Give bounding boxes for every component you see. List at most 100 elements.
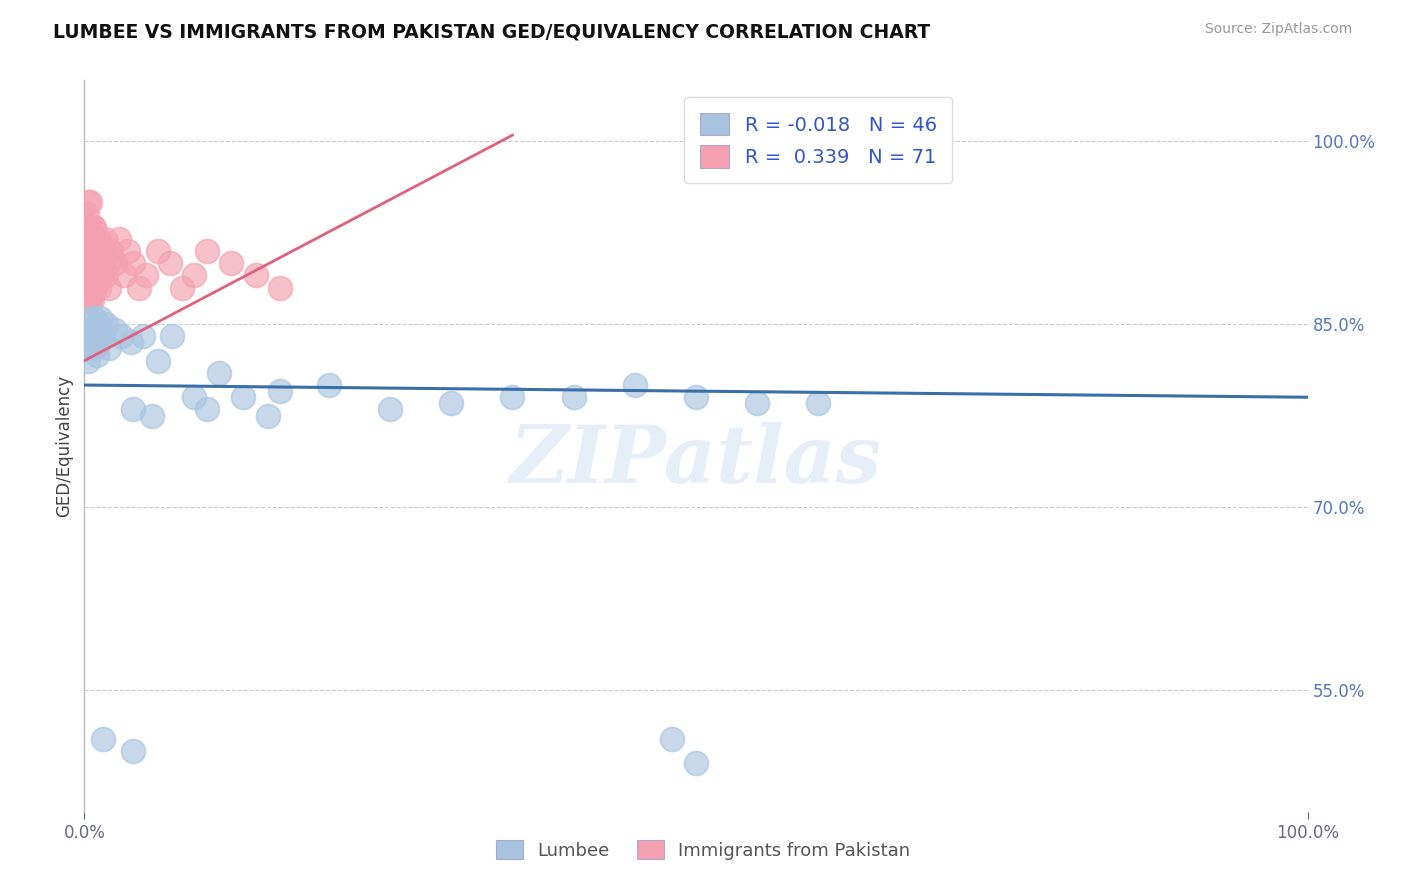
Point [117,244,139,258]
Text: Source: ZipAtlas.com: Source: ZipAtlas.com [1205,22,1353,37]
Point [112,268,135,283]
Point [77,232,100,246]
Point [76,244,98,258]
Point [624,378,647,392]
Point [162,329,184,343]
Text: LUMBEE VS IMMIGRANTS FROM PAKISTAN GED/EQUIVALENCY CORRELATION CHART: LUMBEE VS IMMIGRANTS FROM PAKISTAN GED/E… [53,22,931,41]
Point [122,256,145,270]
Point [84,323,107,337]
Point [82,219,104,234]
Point [208,366,231,380]
Point [75,256,97,270]
Point [122,402,145,417]
Point [146,353,169,368]
Point [91,329,114,343]
Point [141,409,163,423]
Point [86,329,108,343]
Point [87,317,110,331]
Point [82,244,104,258]
Point [80,293,103,307]
Point [97,280,120,294]
Point [120,335,142,350]
Point [84,280,107,294]
Text: ZIPatlas: ZIPatlas [510,422,882,500]
Point [82,323,104,337]
Point [80,335,103,350]
Point [380,402,402,417]
Point [80,268,103,283]
Point [76,280,98,294]
Point [86,256,108,270]
Point [685,756,707,770]
Point [77,268,100,283]
Point [77,353,100,368]
Point [747,396,769,410]
Point [183,390,205,404]
Point [104,256,127,270]
Point [79,329,101,343]
Point [245,268,267,283]
Point [195,402,218,417]
Point [76,207,98,221]
Point [87,244,110,258]
Point [91,256,114,270]
Point [82,256,104,270]
Point [75,293,97,307]
Point [84,232,107,246]
Point [318,378,340,392]
Point [82,342,104,356]
Point [90,268,112,283]
Point [84,256,107,270]
Point [100,244,122,258]
Point [86,232,108,246]
Point [257,409,280,423]
Point [75,232,97,246]
Point [128,280,150,294]
Point [77,256,100,270]
Point [79,195,101,210]
Point [80,232,103,246]
Point [110,329,132,343]
Point [89,244,111,258]
Point [269,384,291,399]
Point [96,268,118,283]
Point [685,390,707,404]
Point [89,311,111,326]
Point [195,244,218,258]
Point [79,232,101,246]
Point [76,219,98,234]
Point [87,256,110,270]
Point [79,256,101,270]
Point [77,342,100,356]
Point [93,244,115,258]
Point [97,342,120,356]
Point [502,390,524,404]
Point [80,311,103,326]
Y-axis label: GED/Equivalency: GED/Equivalency [55,375,73,517]
Point [77,232,100,246]
Point [82,280,104,294]
Point [83,244,105,258]
Point [159,256,181,270]
Point [83,256,105,270]
Point [77,293,100,307]
Point [91,731,114,746]
Point [77,280,100,294]
Point [83,329,105,343]
Point [83,311,105,326]
Point [94,232,117,246]
Point [77,195,100,210]
Point [87,335,110,350]
Point [80,256,103,270]
Point [122,744,145,758]
Point [807,396,830,410]
Point [87,280,110,294]
Point [79,293,101,307]
Point [135,268,157,283]
Point [232,390,254,404]
Point [84,342,107,356]
Point [86,268,108,283]
Point [82,232,104,246]
Point [219,256,242,270]
Point [77,256,100,270]
